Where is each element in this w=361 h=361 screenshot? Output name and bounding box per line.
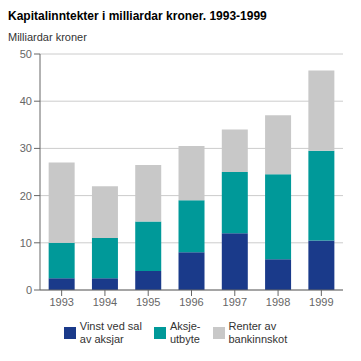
svg-text:20: 20	[20, 190, 32, 202]
html-text:Kapitalinntekter i milliardar: Kapitalinntekter i milliardar kroner. 19…	[8, 9, 267, 23]
svg-text:1994: 1994	[93, 296, 117, 308]
svg-text:40: 40	[20, 95, 32, 107]
svg-text:1999: 1999	[309, 296, 333, 308]
svg-text:10: 10	[20, 237, 32, 249]
svg-text:1993: 1993	[49, 296, 73, 308]
svg-text:1998: 1998	[266, 296, 290, 308]
svg-text:1996: 1996	[179, 296, 203, 308]
html-text:Aksje- utbyte: Aksje- utbyte	[169, 320, 201, 345]
html-text:Renter av bankinnskot: Renter av bankinnskot	[228, 320, 288, 345]
svg-text:1995: 1995	[136, 296, 160, 308]
svg-text:30: 30	[20, 142, 32, 154]
svg-text:50: 50	[20, 48, 32, 60]
svg-text:1997: 1997	[223, 296, 247, 308]
html-text:Vinst ved sal av aksjar: Vinst ved sal av aksjar	[79, 320, 142, 345]
svg-text:0: 0	[26, 284, 32, 296]
html-text:Milliardar kroner: Milliardar kroner	[8, 31, 87, 43]
